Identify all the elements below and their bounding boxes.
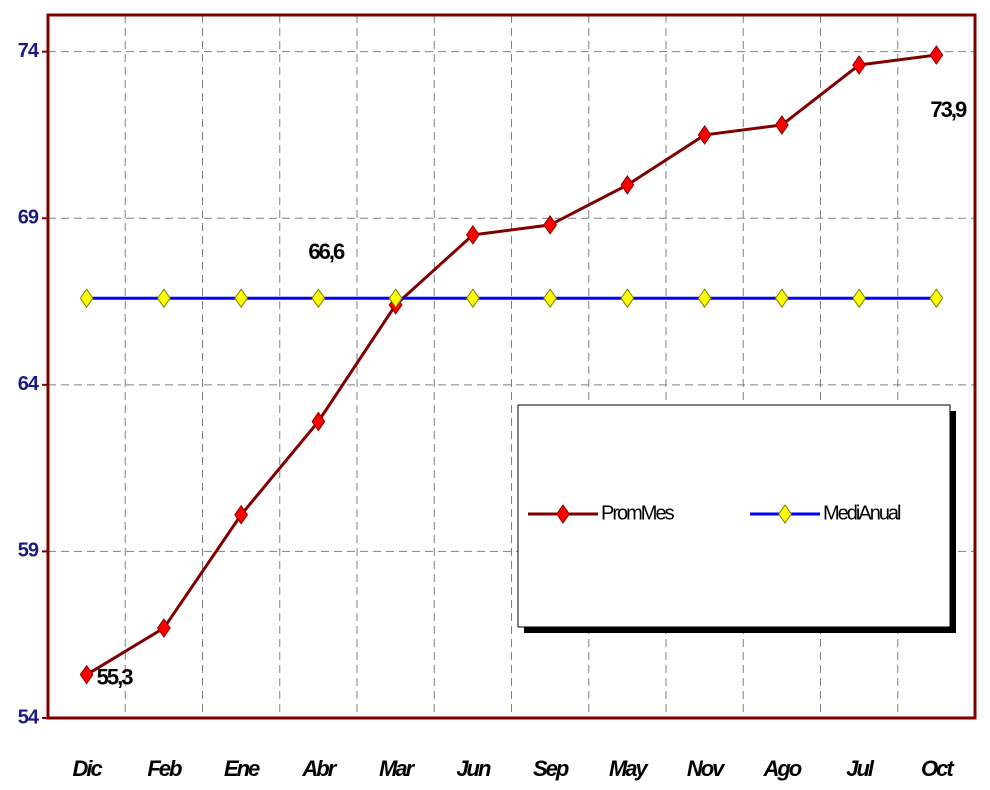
legend-marker — [778, 504, 792, 524]
x-tick-label: Ene — [224, 756, 260, 781]
point-marker — [234, 288, 249, 309]
point-marker — [156, 618, 171, 638]
legend-box — [517, 404, 951, 628]
point-marker — [79, 664, 94, 685]
y-tick-label: 74 — [18, 40, 40, 62]
x-tick-label: Feb — [147, 756, 182, 781]
x-tick-label: Jul — [846, 756, 875, 781]
x-tick-label: Nov — [687, 756, 726, 781]
point-marker — [465, 288, 480, 309]
point-marker — [79, 288, 94, 309]
plot-border — [46, 13, 977, 720]
point-marker — [311, 411, 326, 432]
point-marker — [697, 288, 712, 309]
y-tick-label: 64 — [18, 373, 40, 395]
point-marker — [774, 288, 789, 309]
point-marker — [543, 288, 558, 309]
x-tick-label: Oct — [921, 756, 955, 781]
series-line — [85, 53, 937, 676]
point-marker — [929, 45, 944, 65]
point-marker — [311, 288, 326, 309]
x-tick-label: Sep — [533, 756, 569, 781]
point-marker — [697, 125, 712, 145]
point-marker — [234, 504, 249, 525]
x-tick-label: Ago — [762, 756, 801, 781]
point-marker — [774, 115, 789, 135]
point-marker — [852, 288, 867, 309]
y-tick-label: 59 — [18, 540, 39, 562]
point-marker — [620, 175, 635, 195]
data-label: 66,6 — [308, 239, 345, 264]
data-label: 55,3 — [97, 664, 134, 689]
legend-label: MediAnual — [823, 502, 901, 524]
legend-label: PromMes — [601, 502, 675, 524]
point-marker — [156, 288, 171, 309]
y-tick-label: 69 — [18, 207, 39, 229]
data-label: 73,9 — [930, 97, 967, 122]
point-marker — [929, 288, 944, 309]
x-tick-label: Abr — [301, 756, 337, 781]
point-marker — [388, 288, 403, 309]
x-tick-label: Mar — [379, 756, 416, 781]
x-tick-label: Jun — [456, 756, 491, 781]
x-tick-label: Dic — [73, 756, 103, 781]
y-tick-label: 54 — [18, 706, 40, 728]
x-tick-label: May — [609, 756, 650, 781]
point-marker — [543, 215, 558, 235]
point-marker — [852, 55, 867, 75]
point-marker — [620, 288, 635, 309]
point-marker — [465, 225, 480, 245]
legend-marker — [556, 504, 570, 524]
